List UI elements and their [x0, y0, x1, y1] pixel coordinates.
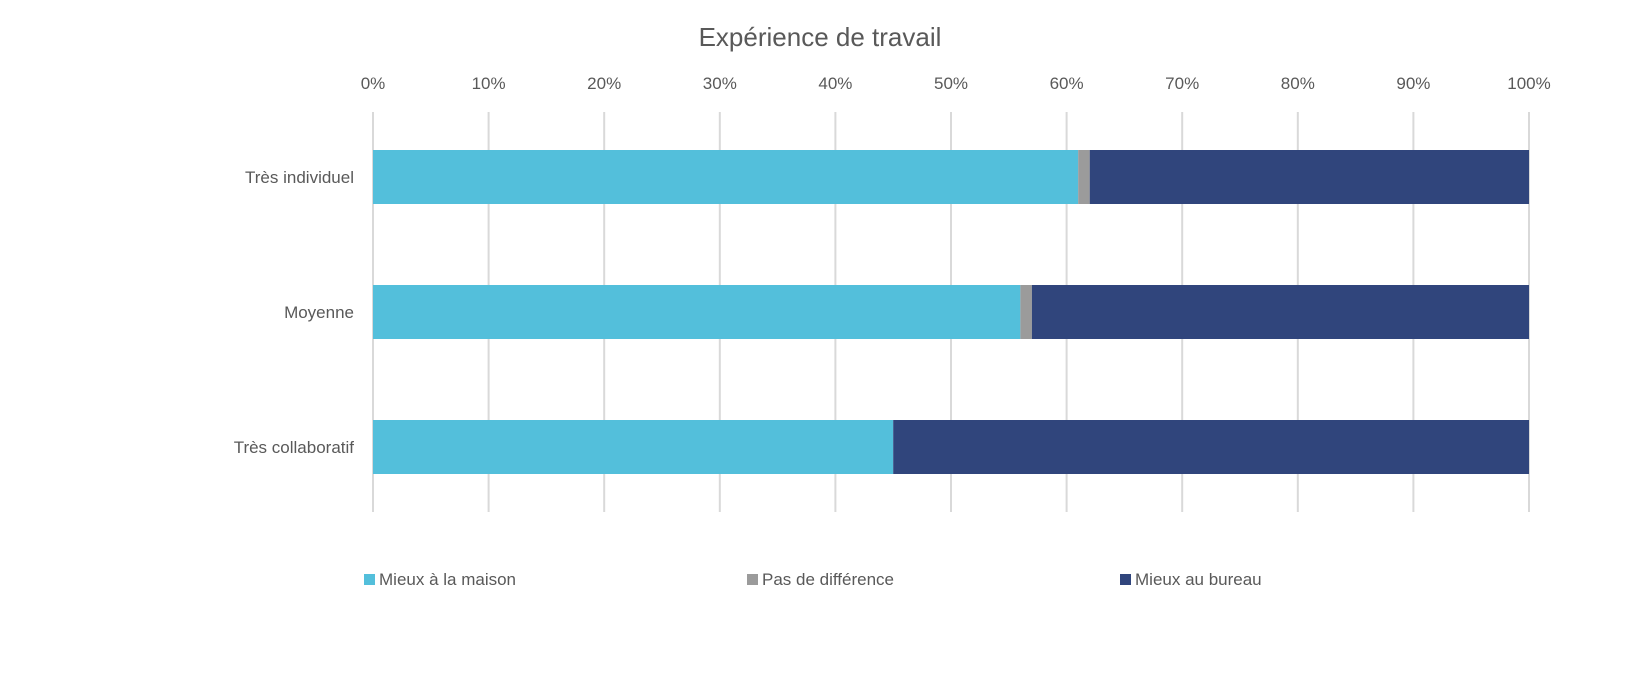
x-tick-label: 10%: [472, 74, 506, 93]
legend-swatch: [364, 574, 375, 585]
bar-segment: [1020, 285, 1032, 339]
x-tick-label: 60%: [1050, 74, 1084, 93]
x-tick-label: 50%: [934, 74, 968, 93]
x-tick-label: 30%: [703, 74, 737, 93]
bar-segment: [1031, 285, 1529, 339]
category-label: Moyenne: [284, 303, 354, 322]
legend-label: Mieux au bureau: [1135, 570, 1262, 589]
legend-swatch: [747, 574, 758, 585]
x-tick-label: 0%: [361, 74, 386, 93]
x-tick-label: 20%: [587, 74, 621, 93]
legend-label: Mieux à la maison: [379, 570, 516, 589]
x-tick-label: 90%: [1396, 74, 1430, 93]
bar-segment: [373, 150, 1079, 204]
legend-label: Pas de différence: [762, 570, 894, 589]
bar-segment: [373, 420, 894, 474]
x-tick-label: 80%: [1281, 74, 1315, 93]
x-tick-label: 70%: [1165, 74, 1199, 93]
category-label: Très collaboratif: [234, 438, 355, 457]
chart-title: Expérience de travail: [699, 22, 942, 52]
bar-segment: [893, 420, 1529, 474]
bar-segment: [1089, 150, 1529, 204]
bar-segment: [373, 285, 1021, 339]
category-label: Très individuel: [245, 168, 354, 187]
bar-segment: [1078, 150, 1090, 204]
x-tick-label: 40%: [818, 74, 852, 93]
x-tick-label: 100%: [1507, 74, 1550, 93]
legend-swatch: [1120, 574, 1131, 585]
